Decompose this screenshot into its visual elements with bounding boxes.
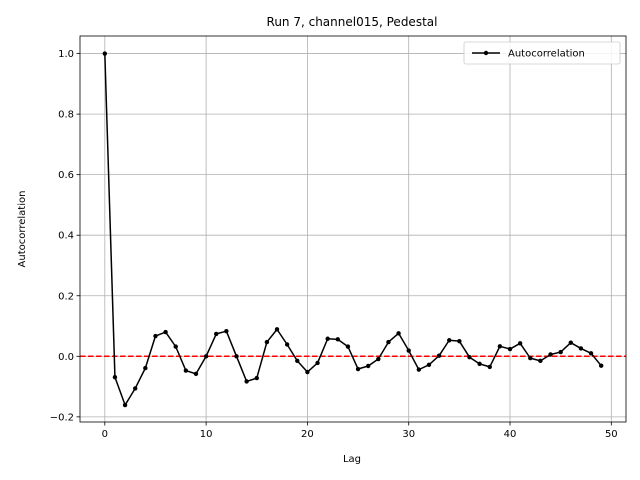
series-line xyxy=(104,53,602,406)
data-point xyxy=(315,360,320,366)
y-ticks: −0.2 0.0 0.2 0.4 0.6 0.8 1.0 xyxy=(50,49,80,423)
data-point xyxy=(193,371,199,377)
legend-label: Autocorrelation xyxy=(508,49,585,60)
data-point xyxy=(426,362,432,367)
data-point xyxy=(386,339,391,345)
data-point xyxy=(284,342,290,347)
data-point xyxy=(578,346,584,351)
data-point xyxy=(467,355,472,360)
x-axis-label: Lag xyxy=(343,454,361,465)
y-tick-label: 0.6 xyxy=(58,170,74,181)
data-point xyxy=(203,354,209,359)
x-tick-label: 0 xyxy=(102,429,108,440)
data-point xyxy=(477,361,482,367)
data-point xyxy=(568,340,573,345)
x-tick-label: 10 xyxy=(200,429,213,440)
data-point xyxy=(214,331,219,337)
chart-title: Run 7, channel015, Pedestal xyxy=(267,15,438,29)
data-point xyxy=(457,338,462,344)
data-point xyxy=(406,348,411,353)
y-tick-label: 0.2 xyxy=(58,291,74,302)
data-point xyxy=(376,356,381,362)
data-point xyxy=(244,379,249,384)
data-point xyxy=(436,353,442,358)
data-point xyxy=(295,358,300,364)
data-point xyxy=(173,344,178,349)
data-point xyxy=(122,402,128,408)
y-tick-label: 0.0 xyxy=(58,352,74,363)
series-group xyxy=(102,51,604,408)
data-point xyxy=(538,358,543,364)
plot-frame xyxy=(79,35,627,423)
data-point xyxy=(416,367,422,372)
data-point xyxy=(335,337,341,342)
x-ticks: 0 10 20 30 40 50 xyxy=(102,422,618,440)
y-tick-label: 0.8 xyxy=(58,110,74,121)
data-point xyxy=(264,339,270,345)
data-point xyxy=(224,328,229,334)
data-point xyxy=(183,368,189,373)
data-point xyxy=(355,366,361,372)
data-point xyxy=(497,344,503,349)
y-tick-label: 0.4 xyxy=(58,231,74,242)
legend: Autocorrelation xyxy=(463,41,621,65)
data-point xyxy=(396,331,401,336)
x-tick-label: 30 xyxy=(402,429,415,440)
data-point xyxy=(598,363,604,368)
data-point xyxy=(133,386,138,391)
data-point xyxy=(517,341,523,346)
data-point xyxy=(487,364,492,370)
y-tick-label: −0.2 xyxy=(50,412,74,423)
legend-marker-swatch xyxy=(483,50,489,56)
data-point xyxy=(365,363,371,369)
y-tick-label: 1.0 xyxy=(58,49,74,60)
x-tick-label: 20 xyxy=(301,429,314,440)
data-point xyxy=(274,327,280,332)
data-point xyxy=(558,349,563,355)
x-tick-label: 50 xyxy=(605,429,618,440)
data-point xyxy=(234,354,239,359)
data-point xyxy=(153,333,158,339)
data-point xyxy=(345,344,351,349)
y-axis-label: Autocorrelation xyxy=(17,191,28,268)
data-point xyxy=(254,375,259,381)
data-point xyxy=(588,351,594,356)
legend-box xyxy=(463,41,621,65)
data-point xyxy=(447,338,452,343)
data-point xyxy=(163,329,168,335)
data-point xyxy=(102,51,108,56)
data-point xyxy=(305,369,310,375)
data-point xyxy=(548,352,553,357)
grid xyxy=(80,36,626,422)
data-point xyxy=(528,355,533,361)
data-point xyxy=(325,336,330,341)
data-point xyxy=(143,365,148,371)
data-point xyxy=(112,374,118,380)
data-point xyxy=(507,346,513,352)
x-tick-label: 40 xyxy=(504,429,517,440)
